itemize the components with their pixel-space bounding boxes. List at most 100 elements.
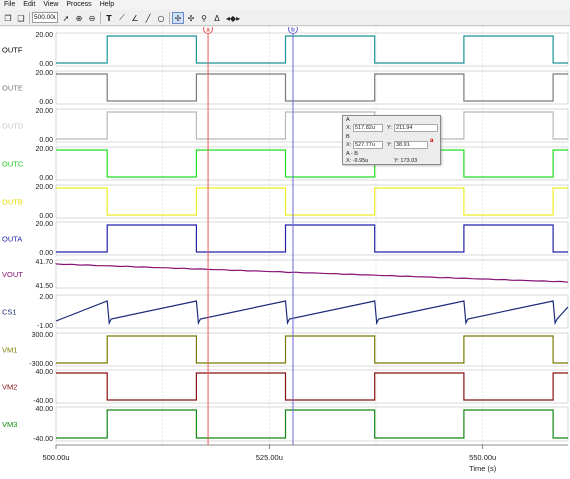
x-tick-label: 550.00u <box>469 453 496 462</box>
trace-pane <box>55 332 569 367</box>
trace-outb[interactable] <box>56 187 568 216</box>
y-tick-top: 20.00 <box>35 184 53 191</box>
probe-icon[interactable]: ⚲ <box>201 13 207 23</box>
trace-label-outf[interactable]: OUTF <box>2 46 23 55</box>
y-tick-top: 20.00 <box>35 221 53 228</box>
time-position-input[interactable] <box>32 12 58 23</box>
trace-pane <box>55 294 569 329</box>
trace-pane <box>55 406 569 442</box>
trace-outf[interactable] <box>56 35 568 64</box>
x-tick-label: 500.00u <box>42 453 69 462</box>
readout-a-y-label: Y: <box>387 125 392 131</box>
y-tick-top: 20.00 <box>35 32 53 39</box>
trace-label-oute[interactable]: OUTE <box>2 84 23 93</box>
waveform-canvas[interactable]: OUTF20.000.00OUTE20.000.00OUTD20.000.00O… <box>0 27 570 479</box>
y-tick-bottom: -300.00 <box>29 361 53 368</box>
menu-process[interactable]: Process <box>66 1 92 8</box>
waveform-plot-area[interactable]: OUTF 20.00 0.00 OUTE 20.00 0.00 OUTD 20.00 0.00 O… <box>0 27 570 479</box>
y-tick-bottom: 0.00 <box>39 61 53 68</box>
text-tool-icon[interactable]: T <box>106 13 112 23</box>
zoom-in-icon[interactable]: ⊕ <box>75 13 83 23</box>
trace-label-vm3[interactable]: VM3 <box>2 420 17 429</box>
cursor-readout-panel[interactable]: A X: 517.82u Y: 211.94 B X: 527.77u Y: 3… <box>342 115 441 165</box>
cursor-b-icon[interactable]: ✣ <box>187 13 195 23</box>
y-tick-bottom: -40.00 <box>33 436 53 443</box>
cursor-b-handle[interactable] <box>287 27 298 34</box>
navigate-icon[interactable]: ◂◆▸ <box>225 13 241 23</box>
menu-help[interactable]: Help <box>99 1 115 8</box>
paste-icon[interactable]: ❑ <box>17 13 25 23</box>
readout-b-y-label: Y: <box>387 142 392 148</box>
readout-b-x-label: X: <box>346 142 352 148</box>
trace-vm3[interactable] <box>56 409 568 439</box>
y-tick-bottom: 0.00 <box>39 175 53 182</box>
trace-label-vout[interactable]: VOUT <box>2 270 23 279</box>
readout-diff-heading: A - B <box>346 151 358 157</box>
trace-outa[interactable] <box>56 224 568 253</box>
y-tick-bottom: -1.00 <box>37 323 53 330</box>
y-tick-top: 300.00 <box>32 332 54 339</box>
toolbar-separator <box>100 12 101 24</box>
y-tick-top: 40.00 <box>35 369 53 376</box>
trace-vout[interactable] <box>55 263 569 283</box>
cursor-a-icon[interactable]: ✢ <box>172 12 184 24</box>
trace-cs1[interactable] <box>55 300 569 326</box>
y-tick-bottom: 0.00 <box>39 99 53 106</box>
toolbar-separator <box>169 12 170 24</box>
trace-pane <box>55 369 569 404</box>
trace-vm2[interactable] <box>56 372 568 401</box>
trace-pane <box>55 146 569 181</box>
trace-outd[interactable] <box>56 111 568 140</box>
zoom-out-icon[interactable]: ⊖ <box>88 13 96 23</box>
readout-diff-y: Y: 173.03 <box>394 158 418 164</box>
trace-label-outd[interactable]: OUTD <box>2 122 24 131</box>
trace-pane <box>55 108 569 143</box>
menu-bar: File Edit View Process Help <box>0 0 570 10</box>
y-tick-top: 20.00 <box>35 70 53 77</box>
readout-b-y-value[interactable]: 38.91 <box>394 141 428 149</box>
trace-pane <box>55 221 569 256</box>
readout-trace-selector[interactable]: a <box>430 138 434 144</box>
readout-a-x-value[interactable]: 517.82u <box>353 124 383 132</box>
y-tick-bottom: -40.00 <box>33 398 53 405</box>
trace-label-outc[interactable]: OUTC <box>2 160 24 169</box>
trace-label-vm1[interactable]: VM1 <box>2 346 17 355</box>
menu-edit[interactable]: Edit <box>23 1 36 8</box>
trace-outc[interactable] <box>56 149 568 178</box>
y-tick-top: 41.70 <box>35 259 53 266</box>
readout-a-x-label: X: <box>346 125 352 131</box>
menu-view[interactable]: View <box>43 1 59 8</box>
trace-label-outa[interactable]: OUTA <box>2 235 22 244</box>
toolbar-separator <box>29 12 30 24</box>
copy-icon[interactable]: ❐ <box>4 13 12 23</box>
y-tick-bottom: 0.00 <box>39 250 53 257</box>
readout-b-x-value[interactable]: 527.77u <box>353 141 383 149</box>
menu-file[interactable]: File <box>4 1 16 8</box>
line-tool-icon[interactable]: ⟋ <box>119 13 125 22</box>
x-axis-title: Time (s) <box>469 464 497 473</box>
readout-a-heading: A <box>346 117 350 123</box>
angle-tool-icon[interactable]: ∠ <box>131 13 139 23</box>
y-tick-top: 20.00 <box>35 146 53 153</box>
pointer-icon[interactable]: ➚ <box>62 13 70 23</box>
trace-label-outb[interactable]: OUTB <box>2 198 23 207</box>
y-tick-bottom: 41.50 <box>35 283 53 290</box>
trace-label-cs1[interactable]: CS1 <box>2 308 17 317</box>
trace-oute[interactable] <box>56 73 568 102</box>
trace-pane <box>55 259 569 289</box>
readout-diff-x: X: -9.95u <box>346 158 369 164</box>
line-icon[interactable]: ╱ <box>145 13 151 23</box>
cursor-a-handle[interactable] <box>203 27 214 34</box>
readout-b-heading: B <box>346 134 350 140</box>
circle-icon[interactable]: ○ <box>157 13 165 23</box>
y-tick-top: 40.00 <box>35 406 53 413</box>
trace-pane <box>55 32 569 67</box>
y-tick-bottom: 0.00 <box>39 213 53 220</box>
trace-label-vm2[interactable]: VM2 <box>2 383 17 392</box>
toolbar: ❐ ❑ ➚ ⊕ ⊖ T ⟋ ∠ ╱ ○ ✢ ✣ ⚲ Δ ◂◆▸ <box>0 10 570 26</box>
trace-vm1[interactable] <box>56 335 568 364</box>
delta-icon[interactable]: Δ <box>214 13 220 23</box>
y-tick-top: 20.00 <box>35 108 53 115</box>
trace-pane <box>55 70 569 105</box>
readout-a-y-value[interactable]: 211.94 <box>394 124 438 132</box>
